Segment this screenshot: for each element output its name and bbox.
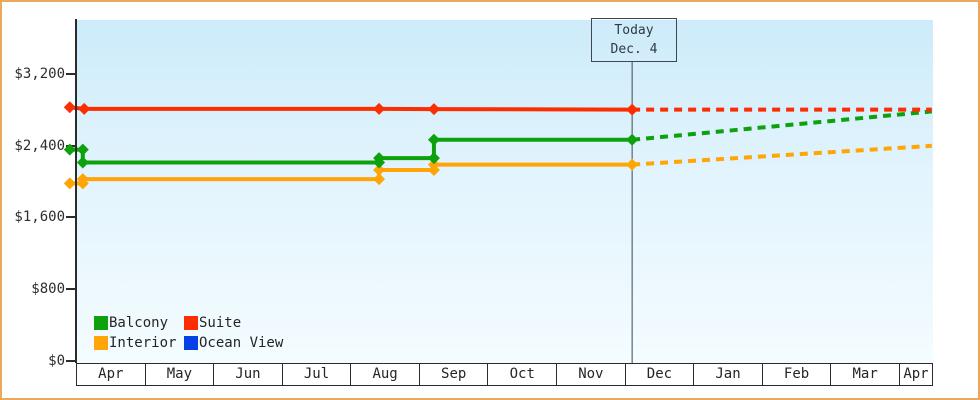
legend-swatch-icon: [184, 336, 198, 350]
month-cell-apr: Apr: [903, 366, 929, 382]
y-tick-mark: [66, 287, 75, 290]
chart-canvas: [63, 61, 933, 363]
month-cell-sep: Sep: [420, 364, 489, 385]
legend-swatch-icon: [94, 336, 108, 350]
today-date: Dec. 4: [610, 42, 658, 57]
interior-data-point-marker: [76, 173, 89, 186]
interior-data-point-marker: [63, 177, 76, 190]
month-cell-mar: Mar: [831, 364, 900, 385]
legend-label: Ocean View: [199, 335, 284, 351]
y-tick-label: $800: [31, 280, 65, 297]
today-annotation-box: Today Dec. 4: [591, 18, 677, 62]
suite-data-point-marker: [427, 103, 440, 116]
balcony-data-point-marker: [373, 152, 386, 165]
interior-data-point-marker: [427, 158, 440, 171]
y-tick-mark: [66, 216, 75, 219]
y-tick-label: $1,600: [14, 209, 65, 226]
interior-price-line: [69, 162, 633, 186]
y-axis-line: [75, 19, 77, 363]
legend-item-balcony: Balcony: [94, 313, 184, 333]
y-tick-label: $3,200: [14, 66, 65, 82]
legend-label: Interior: [109, 335, 177, 351]
legend-item-interior: Interior: [94, 333, 184, 353]
y-tick-mark: [66, 359, 75, 362]
y-tick-mark: [66, 73, 75, 75]
month-cell-may: May: [146, 364, 215, 385]
legend-item-suite: Suite: [184, 313, 283, 333]
suite-data-point-marker: [78, 102, 91, 115]
month-cell-feb: Feb: [763, 364, 832, 385]
legend-label: Balcony: [109, 315, 169, 331]
y-tick-label: $2,400: [14, 137, 65, 154]
suite-data-point-marker: [63, 101, 76, 114]
y-tick-label: $0: [48, 352, 65, 369]
balcony-data-point-marker: [427, 152, 440, 165]
x-axis-month-row: Apr May Jun Jul Aug Sep Oct Nov Dec Jan Feb Mar Apr: [76, 363, 933, 386]
month-cell-jul: Jul: [283, 364, 352, 385]
interior-data-point-marker: [373, 173, 386, 186]
legend-label: Suite: [199, 315, 242, 331]
balcony-data-point-marker: [63, 143, 76, 156]
month-cell-aug: Aug: [351, 364, 420, 385]
month-cell-oct: Oct: [488, 364, 558, 385]
legend-swatch-icon: [184, 316, 198, 330]
balcony-data-point-marker: [626, 133, 639, 146]
interior-data-point-marker: [373, 163, 386, 176]
month-cell-apr: Apr: [77, 364, 146, 385]
suite-data-point-marker: [626, 103, 639, 116]
suite-price-line: [69, 105, 633, 112]
legend-item-ocean-view: Ocean View: [184, 333, 283, 353]
balcony-price-line: [69, 137, 633, 165]
plot-area: Today Dec. 4 Balcony Suite Interior Ocean V…: [63, 18, 933, 363]
suite-data-point-marker: [373, 102, 386, 115]
balcony-projected-line: [631, 109, 933, 142]
interior-data-point-marker: [626, 158, 639, 171]
month-cell-nov: Nov: [557, 364, 626, 385]
balcony-data-point-marker: [76, 143, 89, 156]
chart-legend: Balcony Suite Interior Ocean View: [94, 313, 283, 353]
month-cell-jun: Jun: [214, 364, 283, 385]
legend-swatch-icon: [94, 316, 108, 330]
balcony-data-point-marker: [427, 133, 440, 146]
month-cell-dec: Dec: [626, 364, 695, 385]
interior-projected-line: [632, 143, 932, 167]
today-label: Today: [614, 23, 654, 38]
month-cell-jan: Jan: [694, 364, 763, 385]
balcony-data-point-marker: [76, 156, 89, 169]
